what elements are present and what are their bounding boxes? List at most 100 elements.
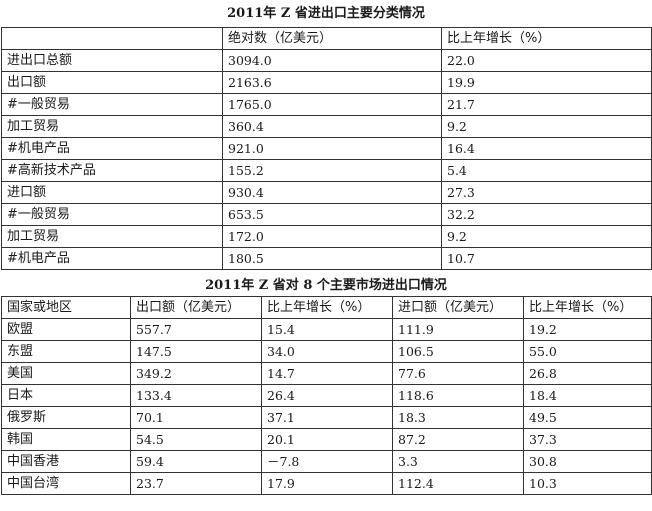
cell-import_growth: 10.3 bbox=[523, 472, 652, 495]
table-row: 东盟 147.5 34.0 106.5 55.0 bbox=[1, 340, 652, 363]
table-row: 韩国 54.5 20.1 87.2 37.3 bbox=[1, 428, 652, 451]
cell-growth: 22.0 bbox=[441, 49, 652, 72]
table-row: 欧盟 557.7 15.4 111.9 19.2 bbox=[1, 318, 652, 341]
cell-import_growth: 49.5 bbox=[523, 406, 652, 429]
cell-value: 921.0 bbox=[222, 137, 442, 160]
cell-label: #一般贸易 bbox=[1, 93, 223, 116]
header-cell: 出口额（亿美元） bbox=[130, 296, 262, 319]
cell-export: 557.7 bbox=[130, 318, 262, 341]
cell-growth: 9.2 bbox=[441, 115, 652, 138]
cell-growth: 32.2 bbox=[441, 203, 652, 226]
table-row: 加工贸易 360.4 9.2 bbox=[1, 115, 652, 138]
table-row: 出口额 2163.6 19.9 bbox=[1, 71, 652, 94]
markets-table-body: 国家或地区 出口额（亿美元） 比上年增长（%） 进口额（亿美元） 比上年增长（%… bbox=[1, 296, 652, 495]
cell-import: 87.2 bbox=[392, 428, 524, 451]
cell-region: 欧盟 bbox=[1, 318, 131, 341]
cell-export_growth: 15.4 bbox=[261, 318, 393, 341]
cell-region: 美国 bbox=[1, 362, 131, 385]
cell-import: 118.6 bbox=[392, 384, 524, 407]
cell-region: 韩国 bbox=[1, 428, 131, 451]
cell-region: 日本 bbox=[1, 384, 131, 407]
cell-import: 18.3 bbox=[392, 406, 524, 429]
table-row: 日本 133.4 26.4 118.6 18.4 bbox=[1, 384, 652, 407]
cell-value: 360.4 bbox=[222, 115, 442, 138]
cell-import_growth: 18.4 bbox=[523, 384, 652, 407]
cell-value: 155.2 bbox=[222, 159, 442, 182]
cell-label: 加工贸易 bbox=[1, 115, 223, 138]
table-row: 美国 349.2 14.7 77.6 26.8 bbox=[1, 362, 652, 385]
cell-export: 59.4 bbox=[130, 450, 262, 473]
table-row: 进口额 930.4 27.3 bbox=[1, 181, 652, 204]
cell-import_growth: 26.8 bbox=[523, 362, 652, 385]
table-row: #高新技术产品 155.2 5.4 bbox=[1, 159, 652, 182]
cell-export_growth: 14.7 bbox=[261, 362, 393, 385]
table-header-row: 绝对数（亿美元） 比上年增长（%） bbox=[1, 27, 652, 50]
cell-value: 3094.0 bbox=[222, 49, 442, 72]
cell-import: 112.4 bbox=[392, 472, 524, 495]
cell-import: 3.3 bbox=[392, 450, 524, 473]
header-cell bbox=[1, 27, 223, 50]
table-row: #一般贸易 1765.0 21.7 bbox=[1, 93, 652, 116]
cell-export_growth: 26.4 bbox=[261, 384, 393, 407]
cell-value: 930.4 bbox=[222, 181, 442, 204]
cell-growth: 10.7 bbox=[441, 247, 652, 270]
table-row: 中国台湾 23.7 17.9 112.4 10.3 bbox=[1, 472, 652, 495]
cell-export_growth: 17.9 bbox=[261, 472, 393, 495]
cell-value: 653.5 bbox=[222, 203, 442, 226]
cell-export_growth: 20.1 bbox=[261, 428, 393, 451]
cell-region: 俄罗斯 bbox=[1, 406, 131, 429]
cell-value: 1765.0 bbox=[222, 93, 442, 116]
cell-export: 147.5 bbox=[130, 340, 262, 363]
cell-export_growth: －7.8 bbox=[261, 450, 393, 473]
cell-export: 54.5 bbox=[130, 428, 262, 451]
cell-import: 106.5 bbox=[392, 340, 524, 363]
header-cell: 比上年增长（%） bbox=[261, 296, 393, 319]
table-row: 进出口总额 3094.0 22.0 bbox=[1, 49, 652, 72]
cell-value: 180.5 bbox=[222, 247, 442, 270]
classification-table-body: 绝对数（亿美元） 比上年增长（%） 进出口总额 3094.0 22.0 出口额 2163… bbox=[1, 27, 652, 270]
classification-table: 绝对数（亿美元） 比上年增长（%） 进出口总额 3094.0 22.0 出口额 2163… bbox=[1, 27, 652, 270]
table1-title: 2011年 Z 省进出口主要分类情况 bbox=[227, 6, 425, 21]
cell-export: 70.1 bbox=[130, 406, 262, 429]
table-row: #一般贸易 653.5 32.2 bbox=[1, 203, 652, 226]
table-header-row: 国家或地区 出口额（亿美元） 比上年增长（%） 进口额（亿美元） 比上年增长（%… bbox=[1, 296, 652, 319]
header-cell: 国家或地区 bbox=[1, 296, 131, 319]
cell-export: 349.2 bbox=[130, 362, 262, 385]
table-row: 俄罗斯 70.1 37.1 18.3 49.5 bbox=[1, 406, 652, 429]
table2-title: 2011年 Z 省对 8 个主要市场进出口情况 bbox=[205, 278, 447, 293]
cell-export: 23.7 bbox=[130, 472, 262, 495]
cell-label: #高新技术产品 bbox=[1, 159, 223, 182]
cell-import_growth: 30.8 bbox=[523, 450, 652, 473]
cell-import_growth: 55.0 bbox=[523, 340, 652, 363]
cell-value: 172.0 bbox=[222, 225, 442, 248]
cell-growth: 16.4 bbox=[441, 137, 652, 160]
cell-growth: 27.3 bbox=[441, 181, 652, 204]
cell-growth: 5.4 bbox=[441, 159, 652, 182]
cell-label: #机电产品 bbox=[1, 247, 223, 270]
cell-import_growth: 19.2 bbox=[523, 318, 652, 341]
table-row: 中国香港 59.4 －7.8 3.3 30.8 bbox=[1, 450, 652, 473]
header-cell: 进口额（亿美元） bbox=[392, 296, 524, 319]
cell-value: 2163.6 bbox=[222, 71, 442, 94]
cell-import_growth: 37.3 bbox=[523, 428, 652, 451]
table-row: #机电产品 180.5 10.7 bbox=[1, 247, 652, 270]
cell-import: 77.6 bbox=[392, 362, 524, 385]
cell-export_growth: 37.1 bbox=[261, 406, 393, 429]
cell-label: 进口额 bbox=[1, 181, 223, 204]
cell-label: #机电产品 bbox=[1, 137, 223, 160]
header-cell: 比上年增长（%） bbox=[523, 296, 652, 319]
cell-label: 加工贸易 bbox=[1, 225, 223, 248]
cell-region: 东盟 bbox=[1, 340, 131, 363]
header-cell: 绝对数（亿美元） bbox=[222, 27, 442, 50]
table-row: 加工贸易 172.0 9.2 bbox=[1, 225, 652, 248]
cell-export_growth: 34.0 bbox=[261, 340, 393, 363]
table-row: #机电产品 921.0 16.4 bbox=[1, 137, 652, 160]
cell-growth: 19.9 bbox=[441, 71, 652, 94]
cell-region: 中国台湾 bbox=[1, 472, 131, 495]
cell-label: #一般贸易 bbox=[1, 203, 223, 226]
cell-label: 出口额 bbox=[1, 71, 223, 94]
cell-label: 进出口总额 bbox=[1, 49, 223, 72]
cell-growth: 9.2 bbox=[441, 225, 652, 248]
markets-table: 国家或地区 出口额（亿美元） 比上年增长（%） 进口额（亿美元） 比上年增长（%… bbox=[1, 296, 652, 495]
header-cell: 比上年增长（%） bbox=[441, 27, 652, 50]
